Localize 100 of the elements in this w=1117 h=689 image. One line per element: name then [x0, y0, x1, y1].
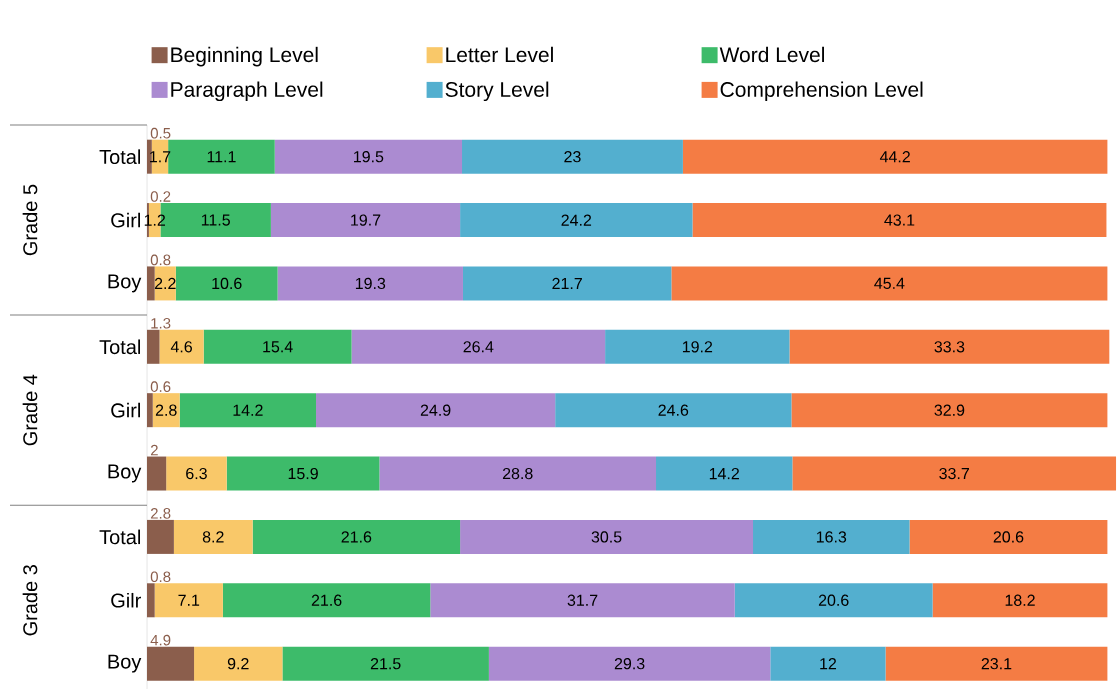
bar [147, 646, 195, 681]
y-tick-label: Girl [111, 212, 140, 228]
bar [203, 329, 352, 364]
data-label: 19.2 [682, 341, 713, 353]
data-label: 2.8 [150, 508, 171, 519]
data-label: 21.7 [552, 277, 582, 290]
y-tick-label: Gilr [111, 592, 141, 608]
bar [656, 456, 793, 491]
bar [430, 583, 735, 618]
bar [351, 329, 606, 364]
data-label: 15.9 [288, 467, 318, 480]
data-label: 15.4 [263, 341, 293, 353]
y-tick-label: Boy [108, 464, 142, 483]
data-label: 21.5 [370, 657, 401, 670]
bar [885, 646, 1108, 681]
data-label: 1.3 [151, 317, 171, 329]
bar [770, 646, 886, 681]
bar [270, 203, 461, 238]
bar [194, 646, 283, 681]
data-label: 20.6 [993, 531, 1024, 543]
data-label: 33.3 [934, 341, 965, 353]
data-label: 29.3 [614, 657, 645, 670]
y-tick-label: Total [99, 149, 141, 165]
data-label: 0.5 [150, 127, 171, 139]
legend-label: Beginning Level [171, 46, 318, 67]
data-label: 44.2 [879, 151, 910, 163]
bar [179, 393, 317, 428]
bar [147, 266, 155, 301]
bar [671, 266, 1108, 301]
bar [154, 583, 223, 618]
legend-label: Comprehension Level [720, 81, 923, 102]
data-label: 2.8 [155, 404, 177, 416]
data-label: 14.2 [709, 467, 739, 480]
data-label: 2.2 [154, 277, 176, 290]
text: Grade 4 [22, 374, 38, 446]
data-label: 9.2 [227, 657, 249, 670]
bar [154, 266, 176, 301]
bar [226, 456, 380, 491]
data-label: 7.1 [178, 594, 200, 606]
data-label: 32.9 [934, 404, 965, 416]
data-label: 0.6 [150, 381, 171, 392]
legend-label: Paragraph Level [171, 81, 323, 102]
data-label: 19.3 [355, 277, 386, 290]
data-label: 24.9 [420, 404, 451, 416]
bar [316, 393, 556, 428]
data-label: 0.2 [150, 191, 171, 202]
bar [379, 456, 657, 491]
bar [605, 329, 790, 364]
bar [462, 266, 672, 301]
bar [147, 393, 153, 428]
data-label: 28.8 [502, 467, 533, 480]
text: Grade 5 [22, 184, 38, 256]
bar [175, 266, 278, 301]
bar [488, 646, 771, 681]
data-label: 23 [564, 151, 581, 163]
data-label: 0.8 [150, 254, 171, 266]
data-label: 10.6 [212, 277, 242, 290]
data-label: 8.2 [202, 531, 224, 543]
data-label: 30.5 [591, 531, 622, 543]
data-label: 21.6 [341, 531, 372, 543]
data-label: 24.6 [658, 404, 689, 416]
data-label: 11.1 [207, 151, 236, 163]
bar [147, 456, 167, 491]
bar [789, 329, 1110, 364]
data-label: 6.3 [186, 467, 207, 480]
bar [932, 583, 1108, 618]
bar [147, 583, 155, 618]
bar [734, 583, 933, 618]
data-label: 26.4 [463, 341, 494, 353]
data-label: 20.6 [818, 594, 849, 606]
legend-label: Story Level [445, 81, 549, 102]
data-label: 18.2 [1005, 594, 1035, 606]
y-tick-label: Total [99, 339, 141, 355]
data-label: 43.1 [884, 214, 915, 226]
data-label: 19.7 [351, 214, 381, 226]
bar [753, 519, 910, 554]
data-label: 11.5 [201, 214, 230, 226]
bar [282, 646, 489, 681]
bar [274, 139, 463, 174]
data-label: 14.2 [233, 404, 263, 416]
bar [147, 139, 152, 174]
bar [277, 266, 463, 301]
bar [159, 329, 204, 364]
data-label: 0.8 [150, 571, 171, 583]
legend-label: Letter Level [446, 46, 553, 63]
y-tick-label: Boy [108, 274, 142, 293]
data-label: 4.9 [150, 634, 171, 646]
data-label: 31.7 [567, 594, 598, 606]
data-label: 45.4 [874, 277, 905, 290]
legend-label: Word Level [719, 46, 824, 63]
bar [147, 329, 160, 364]
data-label: 16.3 [816, 531, 847, 543]
bar [173, 519, 253, 554]
bar [460, 519, 754, 554]
bar [222, 583, 431, 618]
data-label: 24.2 [561, 214, 592, 226]
bar [460, 203, 693, 238]
data-label: 23.1 [981, 657, 1012, 670]
data-label: 19.5 [354, 151, 384, 163]
bar [692, 203, 1107, 238]
